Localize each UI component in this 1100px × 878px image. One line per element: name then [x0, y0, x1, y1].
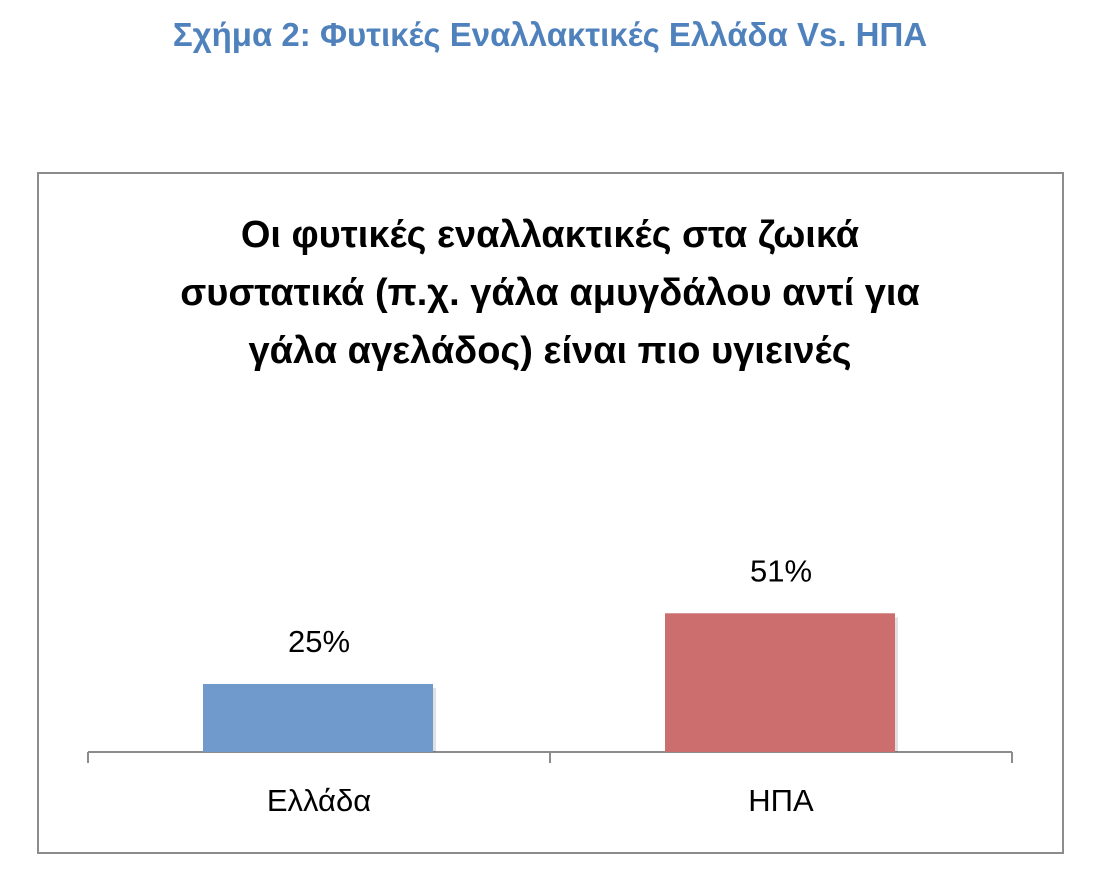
bar	[203, 684, 433, 752]
x-tick-label: Ελλάδα	[267, 783, 371, 818]
data-label: 51%	[750, 553, 812, 588]
data-label: 25%	[288, 624, 350, 659]
heading: Σχήμα 2: Φυτικές Εναλλακτικές Ελλάδα Vs.…	[172, 16, 928, 53]
chart-frame	[37, 172, 1064, 854]
bar	[665, 613, 895, 752]
chart-title: Οι φυτικές εναλλακτικές στα ζωικά συστατ…	[180, 214, 920, 372]
x-tick-label: ΗΠΑ	[748, 783, 814, 818]
